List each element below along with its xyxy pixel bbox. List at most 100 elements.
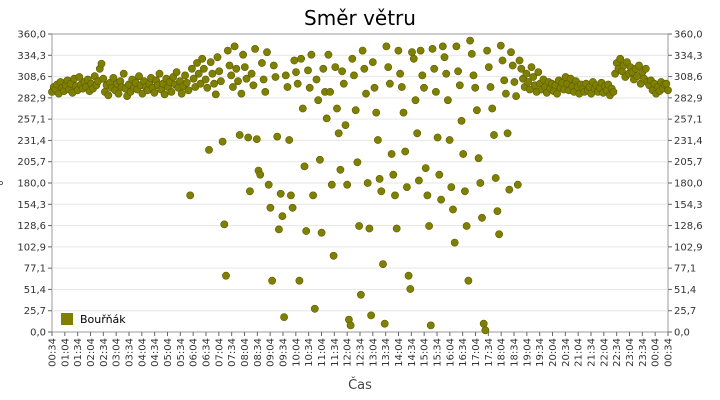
data-point [406, 285, 415, 293]
data-point [227, 71, 236, 80]
data-point [348, 54, 357, 63]
x-tick-label: 14:04 [394, 338, 405, 367]
data-point [75, 73, 84, 81]
x-tick-label: 15:04 [420, 338, 431, 367]
data-point [414, 176, 423, 185]
data-point [379, 260, 387, 268]
y-tick-label: 308,6 [17, 72, 46, 83]
data-point [300, 162, 309, 171]
data-point [443, 96, 452, 105]
data-point [198, 54, 207, 63]
data-point [317, 228, 326, 237]
x-tick-label: 01:04 [60, 338, 71, 367]
y-tick-label: 334,3 [17, 51, 46, 62]
x-tick-label: 15:34 [433, 338, 444, 367]
data-point [505, 185, 514, 194]
data-point [249, 81, 258, 90]
data-point [464, 276, 473, 285]
data-point [484, 63, 493, 71]
data-point [466, 36, 474, 45]
data-point [486, 83, 495, 91]
x-tick-label: 16:34 [458, 338, 469, 367]
data-point [401, 147, 410, 156]
data-point [333, 104, 341, 113]
data-point [493, 207, 502, 215]
x-tick-label: 02:34 [99, 338, 110, 367]
data-point [104, 91, 113, 100]
x-tick-label: 18:04 [497, 338, 508, 367]
data-point [319, 64, 328, 73]
data-point [305, 83, 314, 92]
x-tick-label: 06:34 [202, 338, 213, 367]
y-tick-label: 257,1 [674, 115, 703, 126]
x-tick-label: 03:34 [125, 338, 136, 367]
x-tick-label: 17:34 [484, 338, 495, 367]
y-tick-label: 128,6 [17, 221, 46, 232]
data-point [490, 131, 498, 139]
data-point [280, 313, 288, 321]
x-tick-label: 07:34 [227, 338, 238, 367]
x-axis: 00:34 01:04 01:34 02:04 02:34 03:04 03:34 04:04… [48, 332, 675, 367]
y-tick-label: 102,9 [17, 242, 46, 253]
data-point [263, 48, 271, 57]
data-point [416, 46, 425, 55]
data-point [187, 64, 196, 73]
data-point [455, 81, 464, 90]
y-axis-right: 0,0 25,7 51,4 77,1 102,9 128,6 154,3 180,0 205,7… [668, 30, 703, 339]
x-tick-label: 22:04 [599, 338, 610, 367]
y-tick-label: 51,4 [24, 285, 46, 296]
data-point [362, 89, 370, 98]
y-tick-label: 180,0 [674, 179, 703, 190]
data-point [150, 88, 159, 97]
data-point [205, 145, 213, 154]
data-point [510, 78, 519, 86]
y-tick-label: 205,7 [674, 157, 703, 168]
data-point [413, 129, 422, 138]
data-point [283, 83, 292, 91]
x-tick-label: 23:04 [625, 338, 636, 367]
data-point [230, 42, 239, 51]
y-axis-left: 0,0 25,7 51,4 77,1 102,9 128,6 154,3 180,0 205,7… [17, 30, 52, 339]
x-tick-label: 07:04 [214, 338, 225, 367]
data-point [232, 64, 241, 73]
data-point [290, 56, 299, 65]
x-tick-label: 12:34 [356, 338, 367, 367]
data-point [278, 212, 287, 220]
data-point [450, 238, 459, 247]
data-point [370, 83, 379, 92]
data-point [474, 154, 483, 163]
data-point [247, 69, 256, 78]
data-point [368, 58, 377, 66]
y-tick-label: 154,3 [674, 200, 703, 211]
data-point [438, 42, 447, 51]
x-tick-label: 05:04 [163, 338, 174, 367]
data-point [186, 191, 195, 200]
data-point [295, 276, 304, 285]
data-point [346, 321, 355, 330]
x-tick-label: 23:34 [638, 338, 649, 367]
data-point [237, 89, 246, 98]
y-tick-label: 25,7 [674, 306, 696, 317]
data-point [307, 50, 316, 59]
data-point [273, 132, 282, 141]
data-point [389, 170, 398, 179]
data-point [225, 61, 234, 70]
x-tick-label: 19:04 [522, 338, 533, 367]
data-point [501, 89, 510, 98]
data-point [515, 56, 524, 65]
data-point [244, 133, 253, 142]
data-point [447, 183, 456, 191]
data-point [155, 69, 164, 78]
data-point [355, 222, 363, 230]
data-point [382, 42, 391, 51]
data-point [213, 53, 222, 62]
x-tick-label: 00:34 [48, 338, 59, 367]
x-tick-label: 12:04 [343, 338, 354, 367]
data-point [252, 135, 261, 143]
data-point [276, 189, 285, 198]
data-point [478, 213, 486, 222]
y-tick-label: 102,9 [674, 242, 703, 253]
data-point [433, 133, 442, 142]
data-point [512, 92, 520, 100]
legend-label: Bouřňák [80, 313, 126, 326]
